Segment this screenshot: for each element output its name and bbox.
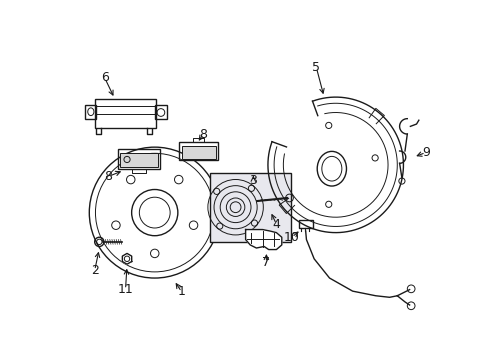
Bar xyxy=(154,105,167,119)
Text: 1: 1 xyxy=(178,285,185,298)
Polygon shape xyxy=(122,253,131,264)
Bar xyxy=(182,145,215,159)
Polygon shape xyxy=(245,230,281,249)
Text: 9: 9 xyxy=(421,146,429,159)
Bar xyxy=(85,105,96,119)
Bar xyxy=(298,220,312,228)
Text: 2: 2 xyxy=(91,264,99,277)
Text: 10: 10 xyxy=(284,231,299,244)
Bar xyxy=(95,99,156,128)
Bar xyxy=(210,172,290,242)
Text: 3: 3 xyxy=(249,174,257,187)
Text: 4: 4 xyxy=(272,218,280,231)
Text: 8: 8 xyxy=(199,127,207,140)
Text: 7: 7 xyxy=(262,256,270,269)
Text: 5: 5 xyxy=(312,61,320,74)
Bar xyxy=(118,149,160,170)
Text: 8: 8 xyxy=(104,170,112,183)
Text: 11: 11 xyxy=(118,283,133,296)
Text: 6: 6 xyxy=(101,71,108,84)
Bar xyxy=(179,142,218,160)
Bar xyxy=(120,153,158,167)
